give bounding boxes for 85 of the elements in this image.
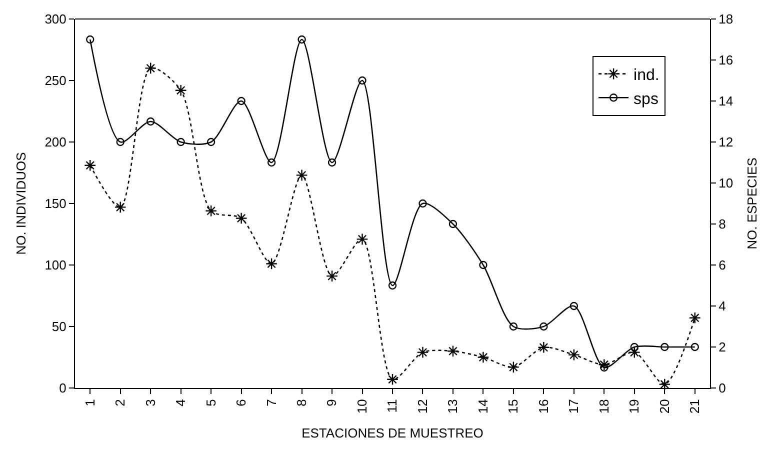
x-tick-label: 9 bbox=[324, 399, 340, 406]
point bbox=[146, 117, 155, 126]
x-tick-label: 8 bbox=[294, 399, 310, 406]
point bbox=[628, 346, 640, 358]
point bbox=[479, 260, 488, 270]
x-tick-label: 4 bbox=[173, 399, 188, 406]
point bbox=[176, 138, 185, 146]
y2-tick-label: 10 bbox=[718, 176, 734, 191]
x-tick-label: 2 bbox=[112, 399, 128, 406]
point bbox=[205, 204, 218, 217]
x-tick-label: 5 bbox=[203, 399, 218, 406]
point bbox=[237, 96, 246, 106]
point bbox=[206, 138, 216, 146]
point bbox=[507, 361, 520, 374]
point bbox=[116, 138, 124, 146]
point bbox=[598, 358, 610, 371]
point bbox=[690, 342, 699, 352]
point bbox=[660, 342, 669, 352]
point bbox=[114, 201, 126, 214]
point bbox=[509, 322, 518, 331]
x-tick-label: 7 bbox=[264, 399, 279, 406]
point bbox=[540, 322, 548, 331]
point bbox=[688, 312, 701, 324]
y2-tick-label: 8 bbox=[718, 216, 726, 232]
x-tick-label: 18 bbox=[596, 399, 612, 414]
x-axis-title: ESTACIONES DE MUESTREO bbox=[302, 425, 484, 440]
y2-tick-label: 2 bbox=[718, 340, 726, 355]
x-tick-label: 21 bbox=[687, 399, 702, 414]
x-tick-label: 10 bbox=[354, 399, 370, 414]
x-tick-label: 14 bbox=[475, 399, 490, 414]
point bbox=[416, 346, 429, 358]
point bbox=[568, 348, 580, 361]
x-tick-label: 17 bbox=[566, 399, 582, 414]
y2-tick-label: 0 bbox=[718, 380, 726, 396]
point bbox=[298, 35, 306, 44]
point bbox=[388, 281, 397, 290]
x-tick-label: 12 bbox=[414, 399, 430, 414]
legend-label: ind. bbox=[634, 67, 660, 84]
y2-tick-label: 16 bbox=[718, 52, 734, 68]
point bbox=[570, 302, 578, 310]
x-tick-label: 19 bbox=[626, 399, 642, 414]
point bbox=[600, 363, 608, 372]
point bbox=[477, 351, 490, 364]
y-axis-title: NO. INDIVIDUOS bbox=[14, 152, 29, 255]
point bbox=[358, 76, 366, 85]
point bbox=[658, 378, 671, 390]
x-tick-label: 20 bbox=[656, 399, 672, 414]
point bbox=[84, 159, 96, 172]
y-tick-label: 200 bbox=[44, 134, 66, 150]
point bbox=[356, 233, 368, 246]
x-tick-label: 11 bbox=[384, 399, 400, 413]
point bbox=[386, 373, 398, 386]
x-tick-label: 1 bbox=[82, 399, 98, 406]
point bbox=[174, 84, 187, 96]
point bbox=[630, 342, 638, 352]
y2-tick-label: 18 bbox=[718, 12, 734, 27]
point bbox=[266, 258, 278, 270]
y-tick-label: 250 bbox=[44, 73, 66, 88]
point bbox=[235, 212, 248, 224]
x-tick-label: 6 bbox=[234, 399, 249, 406]
y-tick-label: 50 bbox=[52, 319, 66, 334]
y2-tick-label: 12 bbox=[718, 134, 734, 150]
x-tick-label: 13 bbox=[445, 399, 460, 414]
point bbox=[446, 345, 459, 358]
point bbox=[86, 35, 94, 44]
point bbox=[328, 158, 336, 167]
point bbox=[296, 169, 308, 182]
point bbox=[538, 341, 550, 354]
point bbox=[267, 158, 276, 167]
point bbox=[418, 199, 427, 208]
y2-tick-label: 4 bbox=[718, 298, 726, 314]
point bbox=[448, 220, 458, 228]
point bbox=[144, 62, 157, 74]
y2-tick-label: 14 bbox=[718, 94, 734, 109]
y-tick-label: 0 bbox=[59, 380, 66, 396]
point bbox=[326, 270, 338, 282]
x-tick-label: 15 bbox=[506, 399, 521, 414]
y2-tick-label: 6 bbox=[718, 258, 726, 273]
legend-label: sps bbox=[634, 90, 658, 108]
y2-axis-title: NO. ESPECIES bbox=[744, 157, 760, 250]
y-tick-label: 150 bbox=[44, 196, 66, 212]
y-tick-label: 100 bbox=[44, 258, 66, 273]
x-tick-label: 3 bbox=[142, 399, 158, 406]
y-tick-label: 300 bbox=[44, 12, 66, 27]
x-tick-label: 16 bbox=[536, 399, 551, 414]
